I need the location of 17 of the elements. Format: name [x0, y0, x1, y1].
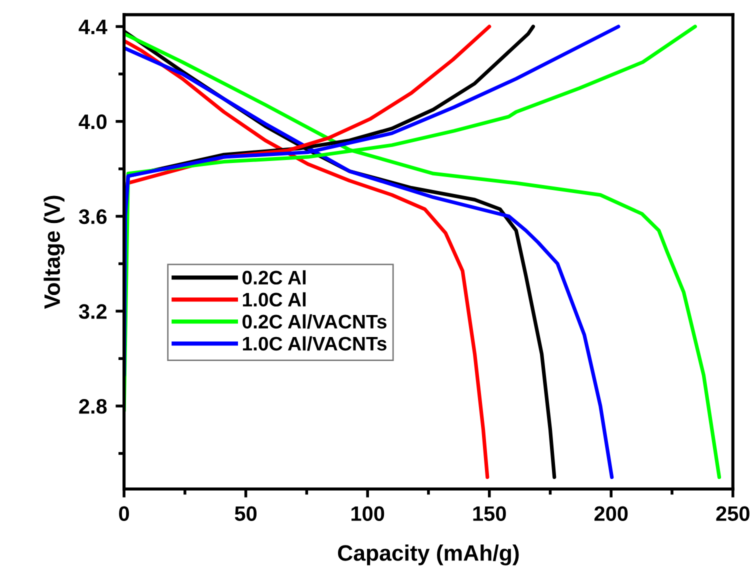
y-axis-title: Voltage (V) — [44, 196, 65, 309]
x-tick-label: 150 — [473, 506, 506, 521]
x-tick-label: 200 — [594, 506, 628, 521]
x-axis-title: Capacity (mAh/g) — [338, 544, 519, 566]
x-tick-label: 100 — [352, 506, 384, 521]
x-tick-label: 0 — [119, 506, 129, 521]
legend-label: 0.2C Al/VACNTs — [242, 314, 386, 329]
y-tick-label: 4.0 — [78, 114, 107, 130]
y-tick-label: 3.6 — [78, 209, 107, 224]
y-tick-label: 3.2 — [78, 304, 107, 319]
y-tick-label: 4.4 — [78, 20, 108, 34]
y-tick-label: 2.8 — [79, 399, 107, 414]
legend-label: 0.2C Al — [242, 270, 306, 285]
legend-label: 1.0C Al — [242, 292, 306, 307]
legend-label: 1.0C Al/VACNTs — [242, 336, 386, 351]
x-tick-label: 250 — [716, 506, 750, 521]
x-tick-label: 50 — [234, 506, 257, 521]
